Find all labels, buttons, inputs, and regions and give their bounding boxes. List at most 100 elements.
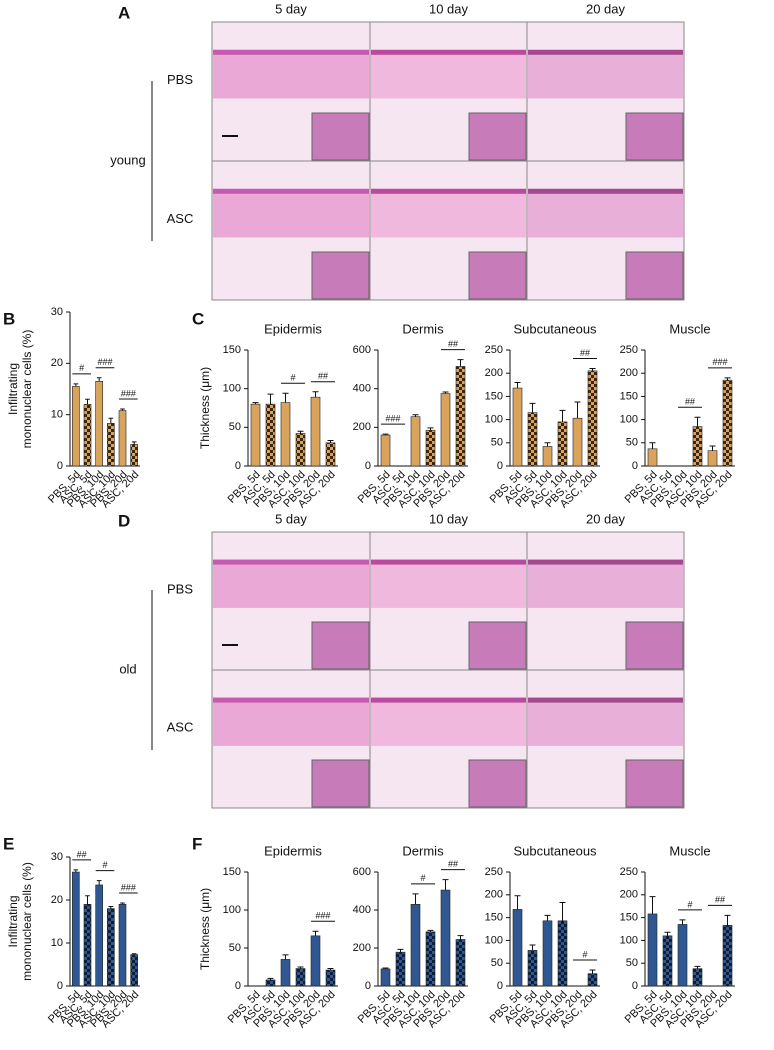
error-bar [131, 441, 137, 445]
y-tick-label: 150 [620, 912, 638, 924]
row-label: ASC [167, 211, 194, 226]
bar [677, 924, 688, 987]
error-bar [589, 368, 596, 371]
error-bar [427, 929, 434, 932]
bar [662, 935, 673, 987]
error-bar [108, 417, 114, 424]
bar [440, 393, 451, 467]
significance-label: ## [580, 348, 590, 358]
tissue-edge [528, 49, 683, 55]
bar [440, 889, 451, 987]
y-tick-label: 50 [229, 942, 241, 954]
error-bar [529, 402, 536, 413]
bar [557, 421, 568, 467]
error-bar [312, 391, 319, 398]
group-label: old [119, 661, 136, 676]
y-axis-label: Thickness (μm) [198, 888, 212, 970]
bar [95, 884, 103, 987]
tissue-edge [213, 49, 369, 55]
error-bar [297, 430, 304, 434]
bar [83, 903, 92, 987]
error-bar [724, 377, 731, 381]
error-bar [312, 930, 319, 936]
y-tick-label: 0 [497, 980, 503, 992]
y-tick-label: 200 [485, 889, 503, 901]
bar [325, 969, 336, 987]
bar [107, 908, 115, 987]
y-tick-label: 250 [485, 344, 503, 356]
y-tick-label: 100 [620, 934, 638, 946]
significance-label: ## [318, 371, 328, 381]
error-bar [252, 402, 259, 405]
significance-label: ## [715, 895, 725, 905]
tissue-band [213, 188, 369, 238]
error-bar [694, 965, 701, 969]
column-header: 20 day [586, 1, 626, 16]
error-bar [649, 896, 656, 914]
y-tick-label: 0 [57, 460, 63, 472]
tissue-band [213, 697, 369, 746]
significance-label: # [290, 373, 295, 383]
y-tick-label: 150 [485, 390, 503, 402]
significance-label: ### [315, 911, 330, 921]
y-tick-label: 20 [51, 894, 63, 906]
bar [130, 444, 138, 467]
significance-label: ### [97, 357, 112, 367]
error-bar [679, 919, 686, 925]
y-tick-label: 200 [620, 367, 638, 379]
y-tick-label: 250 [620, 344, 638, 356]
y-tick-label: 0 [235, 460, 241, 472]
y-tick-label: 150 [485, 912, 503, 924]
y-tick-label: 10 [51, 937, 63, 949]
column-header: 10 day [429, 1, 469, 16]
bar [527, 950, 538, 987]
error-bar [73, 869, 79, 873]
bar [542, 446, 553, 467]
bar [295, 968, 306, 987]
bar [295, 433, 306, 467]
error-bar [514, 895, 521, 910]
bar [118, 903, 127, 987]
bar [95, 380, 103, 467]
y-tick-label: 250 [485, 866, 503, 878]
chart-title: Muscle [669, 843, 710, 858]
y-tick-label: 100 [223, 383, 241, 395]
y-axis-label: Infiltrating [6, 363, 20, 415]
tissue-band [528, 697, 683, 746]
y-tick-label: 10 [51, 409, 63, 421]
error-bar [282, 392, 289, 403]
error-bar [724, 914, 731, 926]
error-bar [297, 966, 304, 969]
y-tick-label: 30 [51, 306, 63, 318]
tissue-band [371, 697, 526, 746]
error-bar [120, 902, 125, 905]
y-tick-label: 0 [365, 460, 371, 472]
inset-image [625, 251, 684, 300]
row-label: PBS [167, 581, 193, 596]
y-tick-label: 30 [51, 851, 63, 863]
bar [410, 903, 421, 987]
inset-image [468, 251, 527, 300]
error-bar [382, 433, 389, 436]
error-bar [442, 879, 449, 891]
error-bar [412, 414, 419, 417]
panel-label: D [118, 511, 130, 530]
inset-image [311, 759, 370, 808]
y-axis-label: mononuclear cells (%) [20, 330, 34, 449]
y-tick-label: 150 [223, 866, 241, 878]
y-axis-label: Thickness (μm) [198, 367, 212, 449]
tissue-band [371, 559, 526, 608]
error-bar [544, 914, 551, 921]
row-label: ASC [167, 719, 194, 734]
column-header: 5 day [275, 1, 307, 16]
chart-title: Muscle [669, 321, 710, 336]
tissue-edge [371, 188, 526, 194]
inset-image [625, 621, 684, 670]
error-bar [397, 948, 404, 953]
y-axis-label: mononuclear cells (%) [20, 862, 34, 981]
significance-label: ## [448, 859, 458, 869]
bar [250, 403, 261, 467]
chart-title: Epidermis [264, 321, 322, 336]
error-bar [427, 427, 434, 431]
panel-label: A [118, 3, 130, 22]
